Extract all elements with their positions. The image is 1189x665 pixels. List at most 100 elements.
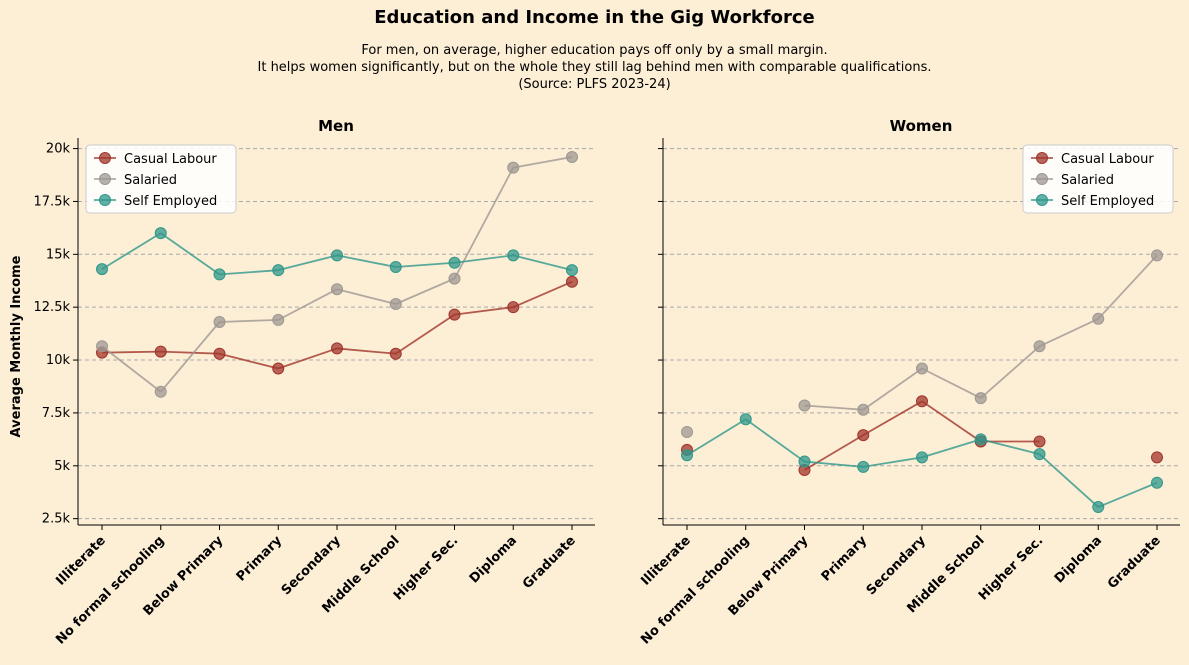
series-line-salaried (862, 367, 923, 411)
series-line-self-employed (395, 261, 455, 268)
data-point-self-employed (507, 249, 520, 262)
series-line-salaried (1097, 254, 1158, 320)
series-line-casual-labour (454, 306, 514, 316)
legend: Casual Labour Salaried Self Employed (85, 144, 237, 214)
series-line-casual-labour (219, 352, 279, 370)
data-point-self-employed (1151, 476, 1163, 489)
data-point-salaried (566, 151, 578, 164)
series-line-self-employed (454, 254, 514, 264)
data-point-self-employed (389, 261, 402, 273)
x-tick-label: Illiterate (638, 533, 694, 589)
x-tick-label: Graduate (520, 533, 579, 592)
data-point-self-employed (331, 249, 343, 262)
series-line-self-employed (278, 254, 338, 272)
data-point-salaried (681, 425, 693, 438)
series-line-salaried (921, 367, 982, 399)
series-line-self-employed (921, 438, 982, 459)
series-line-self-employed (160, 232, 221, 276)
legend-label-salaried: Salaried (1061, 173, 1114, 188)
data-point-casual-labour (448, 308, 461, 321)
data-point-salaried (1033, 340, 1046, 353)
data-point-casual-labour (857, 429, 870, 442)
series-line-casual-labour (160, 350, 220, 355)
series-line-casual-labour (804, 434, 864, 471)
series-line-salaried (101, 345, 162, 393)
series-line-self-employed (101, 232, 162, 270)
x-tick-label: Secondary (279, 533, 344, 598)
data-point-casual-labour (389, 347, 402, 360)
data-point-self-employed (154, 227, 167, 240)
data-point-casual-labour (1151, 451, 1163, 464)
x-tick-label: Primary (234, 533, 286, 585)
legend-marker-salaried (1036, 173, 1048, 185)
series-line-salaried (336, 288, 396, 305)
data-point-self-employed (916, 451, 928, 464)
y-tick-label: 7.5k (42, 406, 71, 421)
data-point-casual-labour (566, 275, 578, 288)
series-line-self-employed (804, 460, 864, 468)
y-tick-label: 17.5k (34, 194, 71, 209)
panel-title: Men (318, 117, 354, 135)
subtitle-line-3: (Source: PLFS 2023-24) (518, 77, 671, 92)
data-point-self-employed (1033, 448, 1046, 461)
series-line-salaried (219, 318, 279, 323)
data-point-casual-labour (213, 347, 226, 360)
data-point-salaried (507, 161, 520, 174)
y-tick-label: 20k (46, 142, 71, 157)
legend-label-casual-labour: Casual Labour (124, 152, 217, 167)
series-line-casual-labour (101, 350, 161, 354)
series-line-self-employed (745, 418, 806, 463)
series-line-salaried (277, 288, 338, 321)
legend: Casual Labour Salaried Self Employed (1022, 144, 1174, 214)
data-point-salaried (213, 315, 226, 328)
legend-marker-self-employed (1036, 194, 1048, 206)
series-line-casual-labour (336, 347, 396, 355)
data-point-self-employed (857, 460, 870, 473)
data-point-salaried (974, 392, 987, 405)
series-line-salaried (513, 156, 573, 169)
legend-marker-casual-labour (1036, 152, 1048, 164)
y-tick-label: 2.5k (42, 512, 71, 527)
legend-box (1022, 144, 1174, 214)
data-point-self-employed (213, 268, 226, 281)
data-point-self-employed (681, 449, 693, 462)
data-point-casual-labour (272, 362, 285, 375)
y-tick-label: 15k (46, 247, 71, 262)
data-point-self-employed (96, 263, 108, 276)
legend-label-salaried: Salaried (124, 173, 177, 188)
subtitle-line-1: For men, on average, higher education pa… (361, 43, 828, 58)
legend-label-casual-labour: Casual Labour (1061, 152, 1154, 167)
data-point-salaried (798, 399, 811, 412)
series-line-casual-labour (277, 347, 338, 370)
y-axis-label: Average Monthly Income (9, 255, 24, 437)
series-line-casual-labour (921, 400, 982, 443)
x-tick-label: No formal schooling (638, 533, 752, 647)
data-point-casual-labour (916, 395, 928, 408)
data-point-casual-labour (331, 342, 343, 355)
y-tick-label: 5k (54, 459, 70, 474)
data-point-salaried (1151, 249, 1163, 262)
series-line-casual-labour (862, 400, 923, 436)
x-tick-label: Secondary (864, 533, 929, 598)
legend-marker-casual-labour (99, 152, 111, 164)
y-tick-label: 10k (46, 353, 71, 368)
x-tick-label: Diploma (467, 533, 520, 586)
series-line-self-employed (1097, 481, 1158, 508)
series-line-casual-labour (395, 313, 455, 355)
series-line-self-employed (219, 269, 279, 276)
series-line-self-employed (863, 456, 923, 468)
series-line-salaried (160, 321, 221, 393)
data-point-self-employed (798, 455, 811, 468)
data-point-self-employed (448, 256, 461, 269)
legend-label-self-employed: Self Employed (1061, 194, 1154, 209)
data-point-salaried (154, 385, 167, 398)
figure-title: Education and Income in the Gig Workforc… (374, 7, 815, 28)
series-line-self-employed (686, 418, 747, 456)
data-point-self-employed (1092, 501, 1105, 514)
x-tick-label: Illiterate (53, 533, 109, 589)
data-point-self-employed (739, 413, 752, 426)
x-tick-label: Primary (819, 533, 871, 585)
series-line-salaried (453, 167, 515, 280)
data-point-salaried (272, 313, 285, 326)
